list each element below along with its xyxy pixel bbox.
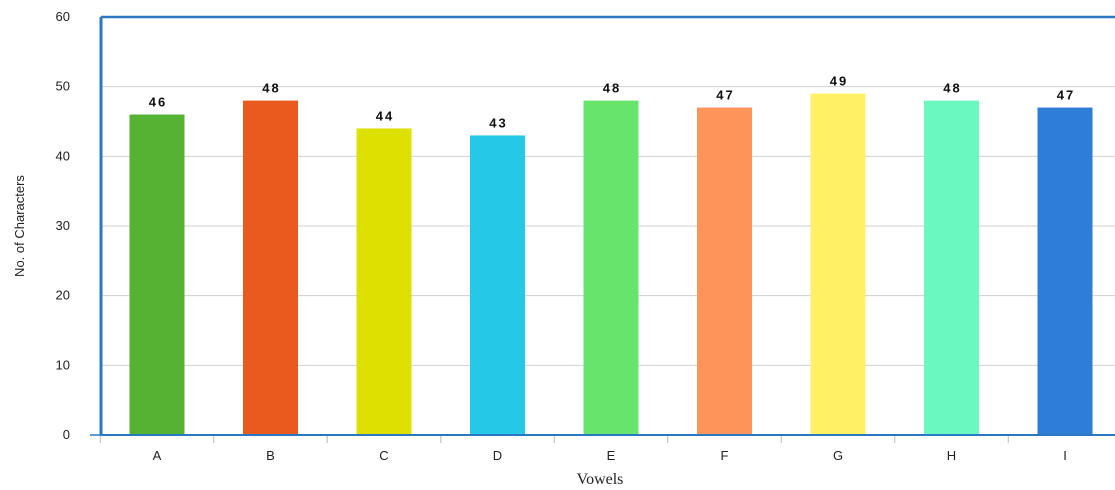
- x-tick-label: I: [1063, 448, 1067, 463]
- x-tick-label: A: [153, 448, 162, 463]
- x-tick-label: D: [493, 448, 502, 463]
- x-tick-label: H: [947, 448, 956, 463]
- x-tick-label: F: [721, 448, 729, 463]
- data-label-H: 48: [943, 81, 961, 96]
- bar-G: [810, 93, 866, 435]
- y-axis-label: No. of Characters: [12, 175, 27, 277]
- data-label-F: 47: [716, 88, 734, 103]
- x-tick-label: C: [379, 448, 388, 463]
- data-label-G: 49: [830, 74, 848, 89]
- x-tick-label: G: [833, 448, 843, 463]
- data-label-C: 44: [376, 108, 394, 123]
- y-tick-label: 20: [56, 288, 70, 303]
- y-tick-label: 60: [56, 9, 70, 24]
- y-tick-label: 30: [56, 218, 70, 233]
- x-axis-label: Vowels: [577, 471, 624, 488]
- x-tick-label: E: [607, 448, 616, 463]
- bar-B: [243, 100, 298, 435]
- y-tick-label: 50: [56, 79, 70, 94]
- bar-A: [129, 114, 185, 436]
- bar-D: [470, 135, 525, 435]
- data-label-A: 46: [149, 95, 167, 110]
- y-tick-label: 0: [63, 427, 70, 442]
- axes: [90, 15, 1115, 436]
- bar-F: [697, 107, 752, 436]
- bar-C: [356, 128, 412, 435]
- x-axis-ticks: A B C D E F G H I: [99, 435, 1067, 463]
- data-label-B: 48: [262, 81, 280, 96]
- y-tick-label: 10: [56, 357, 70, 372]
- bar-E: [583, 100, 639, 435]
- data-label-E: 48: [603, 81, 621, 96]
- y-tick-label: 40: [56, 148, 70, 163]
- bar-H: [924, 100, 979, 435]
- data-label-I: 47: [1057, 88, 1075, 103]
- bars: [129, 93, 1093, 436]
- x-tick-label: B: [266, 448, 275, 463]
- data-labels: 46 48 44 43 48 47 49 48 47: [149, 74, 1075, 131]
- y-axis-ticks: 0 10 20 30 40 50 60: [56, 9, 70, 442]
- bar-I: [1037, 107, 1093, 436]
- data-label-D: 43: [489, 115, 507, 130]
